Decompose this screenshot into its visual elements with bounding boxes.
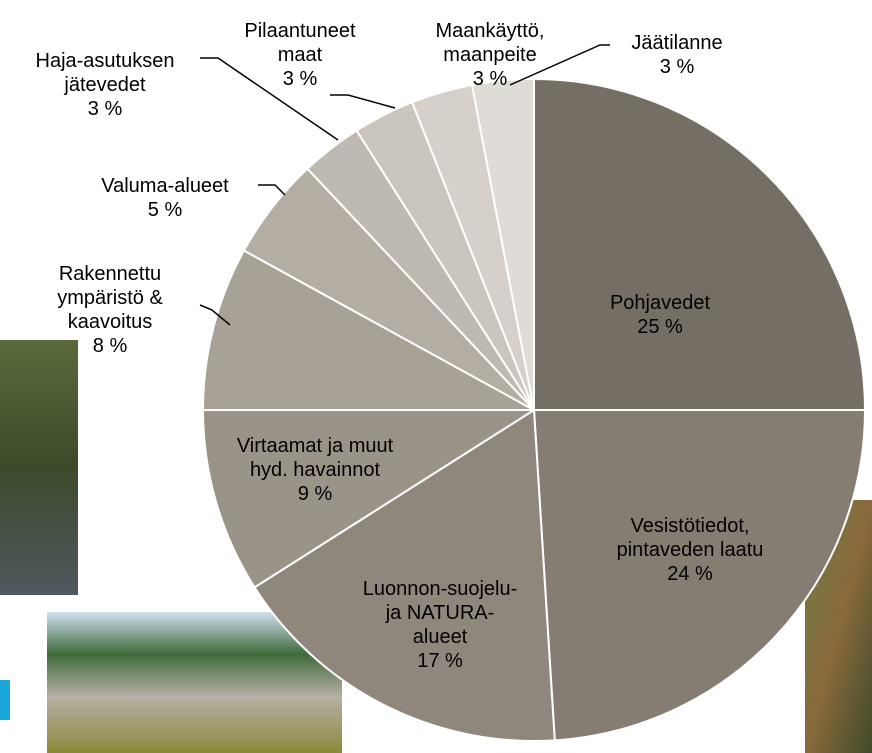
slice-name: Jäätilanne xyxy=(631,31,722,55)
slice-value: 5 % xyxy=(101,198,228,222)
leader-line xyxy=(258,185,285,195)
slice-name: Valuma-alueet xyxy=(101,174,228,198)
slice-value: 17 % xyxy=(363,649,518,673)
slice-value: 3 % xyxy=(436,67,545,91)
slice-value: 8 % xyxy=(57,334,163,358)
slice xyxy=(534,79,865,410)
slice-value: 3 % xyxy=(631,55,722,79)
photo-street xyxy=(0,340,78,595)
slice-name: Rakennettu ympäristö & kaavoitus xyxy=(57,262,163,334)
slice-name: Virtaamat ja muut hyd. havainnot xyxy=(237,434,393,482)
slice-value: 9 % xyxy=(237,482,393,506)
page: Pohjavedet25 % Vesistötiedot, pintaveden … xyxy=(0,0,872,753)
slice-value: 3 % xyxy=(244,67,355,91)
logo-strip xyxy=(0,680,10,720)
slice-name: Haja-asutuksen jätevedet xyxy=(36,49,175,97)
pie xyxy=(200,45,865,741)
slice-name: Pilaantuneet maat xyxy=(244,19,355,67)
slice-name: Vesistötiedot, pintaveden laatu xyxy=(617,514,764,562)
slice-name: Pohjavedet xyxy=(610,291,710,315)
slice-value: 3 % xyxy=(36,97,175,121)
slice-name: Maankäyttö, maanpeite xyxy=(436,19,545,67)
slice-name: Luonnon-suojelu- ja NATURA- alueet xyxy=(363,577,518,649)
slice-value: 24 % xyxy=(617,562,764,586)
slice-value: 25 % xyxy=(610,315,710,339)
leader-line xyxy=(330,95,395,108)
